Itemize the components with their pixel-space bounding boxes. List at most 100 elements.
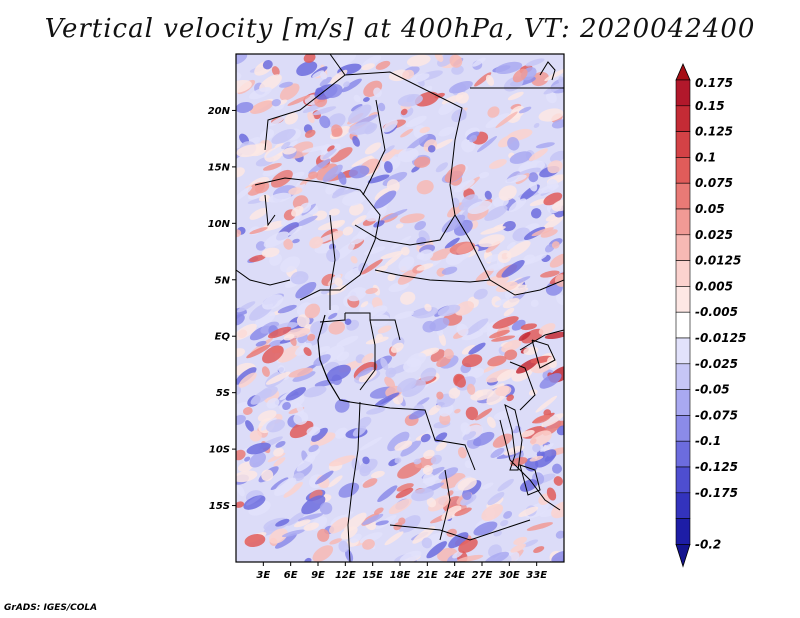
- field-blob: [319, 115, 331, 129]
- field-blob: [365, 287, 378, 295]
- field-blob: [457, 446, 467, 459]
- field-blob: [531, 71, 549, 87]
- field-blob: [406, 115, 427, 128]
- field-blob: [528, 172, 539, 183]
- field-blob: [236, 470, 258, 483]
- field-blob: [386, 179, 400, 193]
- colorbar-label: 0.0125: [695, 254, 741, 268]
- field-blob: [396, 483, 414, 492]
- field-blob: [400, 246, 410, 256]
- field-blob: [452, 550, 463, 559]
- field-blob: [416, 252, 425, 260]
- field-blob: [262, 165, 282, 177]
- field-blob: [312, 545, 334, 562]
- field-blob: [373, 507, 384, 515]
- lat-tick-label: 15N: [208, 162, 231, 173]
- field-blob: [296, 61, 318, 77]
- field-blob: [245, 420, 254, 432]
- lon-tick-label: 12E: [335, 570, 356, 581]
- field-blob: [492, 316, 519, 329]
- field-blob: [434, 92, 445, 99]
- colorbar-swatch: [675, 131, 691, 158]
- field-blob: [236, 485, 245, 497]
- field-blob: [322, 148, 337, 160]
- field-blob: [533, 123, 540, 128]
- field-blob: [454, 507, 472, 517]
- border-line: [359, 319, 376, 391]
- field-blob: [348, 165, 370, 179]
- colorbar-label: -0.1: [695, 434, 721, 448]
- field-blob: [236, 501, 245, 508]
- field-blob: [377, 485, 398, 503]
- field-blob: [506, 241, 516, 250]
- field-blob: [400, 291, 416, 305]
- field-blob: [544, 68, 564, 82]
- field-blob: [328, 312, 338, 320]
- colorbar-swatch: [675, 415, 691, 442]
- field-blob: [408, 409, 427, 420]
- field-blob: [395, 223, 404, 229]
- field-blob: [308, 171, 319, 180]
- field-blob: [506, 394, 514, 402]
- lon-tick-label: 3E: [256, 570, 270, 581]
- field-blob: [495, 61, 523, 75]
- field-blob: [328, 475, 343, 488]
- field-blob: [503, 510, 513, 519]
- field-blob: [489, 159, 507, 169]
- field-blob: [478, 234, 505, 248]
- field-blob: [491, 335, 516, 342]
- field-blob: [495, 281, 518, 293]
- colorbar-label: -0.05: [695, 383, 730, 397]
- field-blob: [275, 440, 286, 448]
- field-blob: [341, 78, 362, 93]
- field-blob: [236, 401, 253, 415]
- field-blob: [351, 104, 363, 112]
- field-blob: [410, 73, 430, 83]
- field-blob: [380, 250, 404, 260]
- field-blob: [530, 355, 553, 364]
- field-blob: [551, 199, 564, 212]
- field-blob: [268, 339, 283, 347]
- field-blob: [362, 539, 375, 550]
- field-blob: [263, 163, 282, 171]
- field-blob: [244, 456, 251, 462]
- field-blob: [428, 404, 442, 416]
- field-blob: [398, 515, 421, 533]
- field-blob: [507, 137, 520, 151]
- field-blob: [329, 234, 339, 241]
- field-blob: [361, 259, 383, 275]
- field-blob: [422, 472, 436, 487]
- field-blob: [373, 190, 397, 209]
- colorbar-swatch: [675, 311, 691, 339]
- colorbar-bottom-arrow: [675, 544, 691, 568]
- field-blob: [473, 288, 488, 300]
- field-blob: [535, 449, 557, 468]
- field-blob: [530, 208, 542, 219]
- field-blob: [551, 501, 564, 519]
- field-blob: [243, 495, 266, 510]
- field-blob: [295, 342, 312, 356]
- field-blob: [266, 398, 280, 409]
- field-blob: [434, 432, 448, 443]
- field-blob: [556, 425, 564, 436]
- field-blob: [493, 530, 502, 537]
- field-blob: [277, 345, 301, 363]
- field-blob: [449, 54, 463, 68]
- field-blob: [461, 354, 483, 368]
- field-blob: [359, 436, 383, 451]
- field-blob: [362, 456, 370, 465]
- field-blob: [461, 344, 476, 355]
- field-blob: [315, 87, 325, 97]
- field-blob: [290, 271, 309, 285]
- field-blob: [533, 414, 551, 424]
- border-line: [439, 469, 451, 541]
- field-blob: [430, 454, 442, 465]
- field-blob: [400, 440, 422, 457]
- field-blob: [400, 108, 408, 116]
- field-blob: [361, 63, 375, 71]
- field-blob: [380, 357, 389, 371]
- colorbar-swatch: [675, 440, 691, 468]
- field-blob: [481, 503, 504, 521]
- field-blob: [242, 407, 253, 415]
- field-blob: [383, 161, 393, 173]
